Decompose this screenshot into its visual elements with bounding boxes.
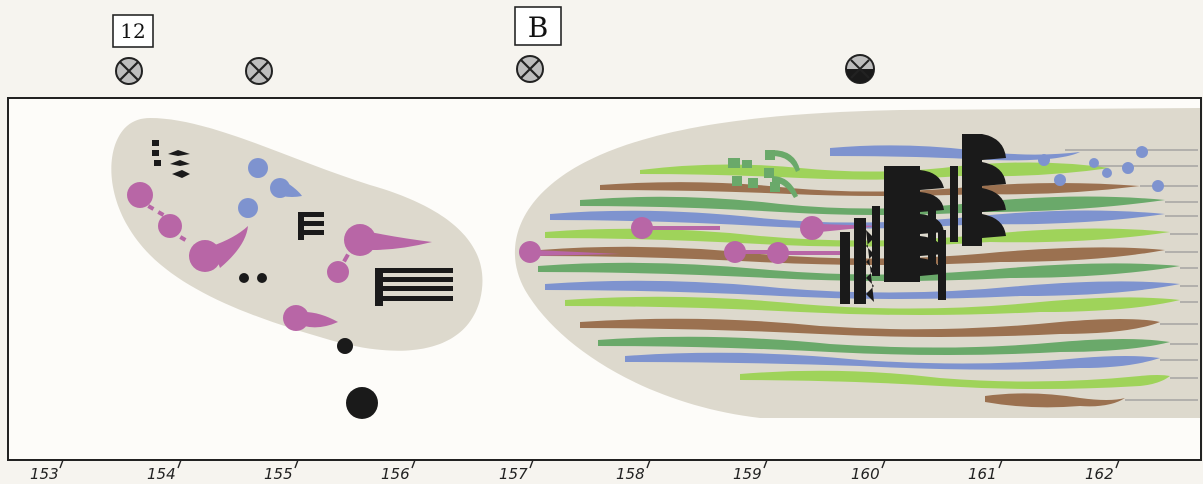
timeline: 153 154 155 156 157 158 159 160 161 162 [30,459,1120,483]
tick-label: 153 [30,465,59,483]
blue-dots-right [1038,146,1164,192]
tick-label: 157 [499,465,528,483]
tick-label: 159 [733,465,762,483]
tick-label: 162 [1085,465,1114,483]
tick-label: 158 [616,465,645,483]
tick-label: 161 [968,465,997,483]
tick-label: 160 [851,465,880,483]
circle-x-icon [245,57,273,85]
rehearsal-mark-12: 12 [112,14,154,48]
rehearsal-mark-12-label: 12 [120,19,145,43]
tick-label: 155 [264,465,293,483]
black-glyphs-left [152,140,453,419]
circle-x-icon [115,57,143,85]
tick-label: 154 [147,465,176,483]
magenta-events-left [127,182,432,331]
left-sound-cloud [111,118,483,351]
tail-lines [1065,149,1198,401]
tick-label: 156 [381,465,410,483]
green-brush-cluster [728,150,800,198]
magenta-events-right [519,216,880,264]
black-clusters-right [840,134,1006,304]
blue-events-left [238,158,302,218]
circle-half-icon [845,54,875,84]
circle-x-icon [516,55,544,83]
rehearsal-mark-b-label: B [528,11,549,44]
rehearsal-mark-b: B [514,6,562,46]
